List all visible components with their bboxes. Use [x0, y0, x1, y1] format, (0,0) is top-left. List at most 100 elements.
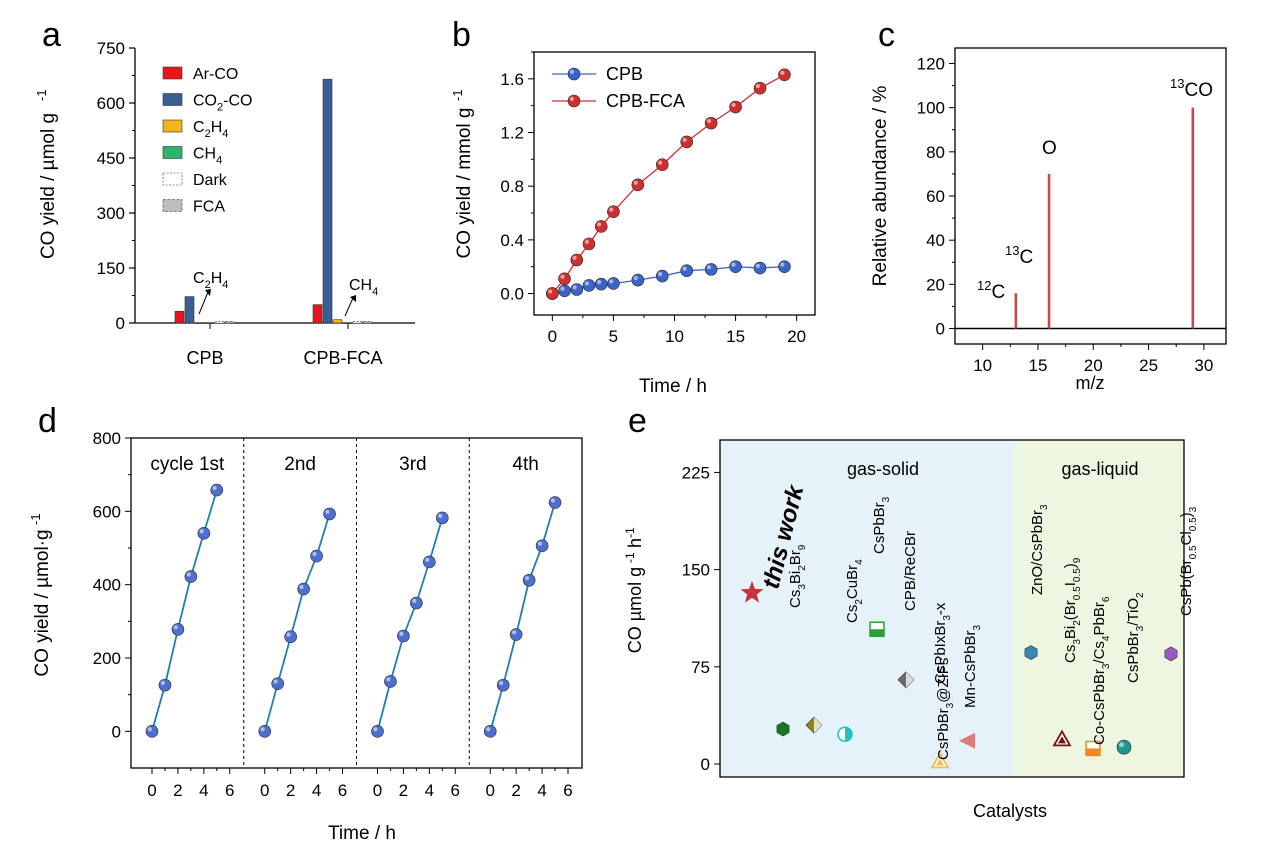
bar-c2h4	[194, 322, 205, 324]
x-tick-label: 4	[425, 781, 434, 800]
data-point-cpb	[655, 269, 669, 283]
marker-highlight	[584, 239, 589, 244]
marker-highlight	[560, 274, 565, 279]
y-axis-label: Relative abundance / %	[870, 86, 891, 287]
marker-highlight	[569, 96, 575, 101]
data-point	[184, 570, 198, 583]
panel-label-c: c	[878, 16, 895, 54]
x-tick-label: 6	[451, 781, 460, 800]
data-point-cpb-fca	[753, 81, 767, 95]
data-point	[210, 483, 224, 497]
marker-highlight	[596, 222, 602, 227]
data-point	[384, 675, 397, 688]
x-tick-label: 4	[312, 781, 321, 800]
x-tick-label: 2	[511, 781, 520, 800]
legend-label: Ar-CO	[193, 66, 238, 83]
y-tick-label: 300	[97, 204, 125, 223]
x-tick-label: 5	[609, 327, 618, 346]
data-point-cpb-fca	[655, 158, 669, 172]
data-point	[423, 555, 436, 569]
data-point	[397, 629, 410, 643]
x-tick-label: 2	[399, 781, 408, 800]
marker-highlight	[706, 118, 712, 124]
panel-label-d: d	[38, 402, 57, 440]
arrow-head	[205, 289, 211, 296]
marker-highlight	[780, 70, 785, 75]
annotation-12c: 12C	[977, 278, 1005, 303]
x-tick-label: 0	[486, 781, 495, 800]
cycle-line	[263, 513, 331, 732]
y-tick-label: 0.0	[500, 285, 524, 304]
data-point-cpb	[631, 273, 645, 287]
data-point	[310, 549, 323, 563]
marker-half	[906, 671, 914, 688]
x-tick-label: 6	[225, 781, 234, 800]
data-point	[509, 628, 523, 641]
x-tick-label: 15	[726, 327, 745, 346]
cycle-label: 2nd	[284, 454, 316, 475]
y-tick-label: 400	[93, 576, 121, 595]
bar-co2-co	[322, 78, 333, 324]
legend-swatch	[162, 93, 183, 106]
label-cs3bi2br9: Cs3Bi2Br9	[787, 544, 808, 608]
marker-highlight	[537, 541, 543, 546]
marker-highlight	[486, 727, 491, 732]
panel-c-mass-spectrum: 10 15 20 25 3002040608010012012C13CO13COm/zR…	[870, 47, 1227, 393]
y-tick-label: 750	[97, 39, 125, 58]
data-point-cpb	[729, 260, 742, 273]
marker-half	[814, 717, 822, 734]
x-tick-label: 4	[537, 781, 546, 800]
x-tick-label: 10	[973, 356, 992, 375]
x-axis-label: Time / h	[328, 823, 396, 844]
data-point	[522, 573, 536, 587]
cycle-line	[376, 517, 444, 732]
y-tick-label: 600	[97, 94, 125, 113]
marker-highlight	[609, 207, 614, 212]
data-point-cpb-fca	[680, 135, 694, 149]
marker-highlight	[286, 632, 291, 637]
y-tick-label: 0.8	[500, 177, 524, 196]
marker-half	[936, 758, 944, 766]
marker-highlight	[147, 727, 152, 732]
marker-zno-cspbbr3	[1024, 645, 1038, 660]
marker-highlight	[633, 275, 638, 281]
marker-half	[845, 727, 853, 742]
y-tick-label: 100	[917, 99, 945, 118]
marker-highlight	[325, 509, 330, 514]
marker-half	[1058, 736, 1066, 744]
y-tick-label: 1.2	[500, 124, 524, 143]
marker-highlight	[1119, 742, 1125, 748]
cycle-line	[151, 489, 218, 732]
y-tick-label: 120	[917, 54, 945, 73]
marker-highlight	[560, 286, 565, 291]
panel-label-e: e	[628, 402, 647, 440]
legend-marker	[567, 67, 581, 81]
data-point	[197, 527, 211, 540]
cycle-line	[489, 502, 556, 732]
data-point	[171, 623, 185, 636]
y-tick-label: 1.6	[500, 70, 524, 89]
marker-highlight	[755, 84, 761, 89]
x-category-label: CPB-FCA	[303, 348, 382, 368]
y-tick-label: 150	[682, 561, 710, 580]
label-zno-cspbbr3: ZnO/CsPbBr3	[1029, 504, 1050, 595]
arrow-head	[350, 295, 356, 302]
marker-highlight	[260, 727, 265, 732]
marker-highlight	[425, 557, 430, 562]
data-point	[535, 539, 549, 553]
marker-this-work	[740, 580, 764, 603]
legend-label: CPB	[606, 64, 643, 84]
data-point-cpb-fca	[570, 253, 584, 267]
panel-label-a: a	[42, 16, 61, 54]
marker-highlight	[550, 498, 556, 503]
legend-swatch	[162, 146, 183, 159]
data-point-cpb	[570, 283, 584, 296]
data-point-cpb	[582, 279, 596, 292]
y-axis-label: CO µmol g	[625, 567, 645, 653]
legend-swatch	[162, 172, 183, 186]
y-tick-label: 600	[93, 502, 121, 521]
marker-highlight	[511, 630, 517, 635]
data-point	[371, 725, 384, 738]
x-axis-label: Time / h	[639, 376, 707, 397]
